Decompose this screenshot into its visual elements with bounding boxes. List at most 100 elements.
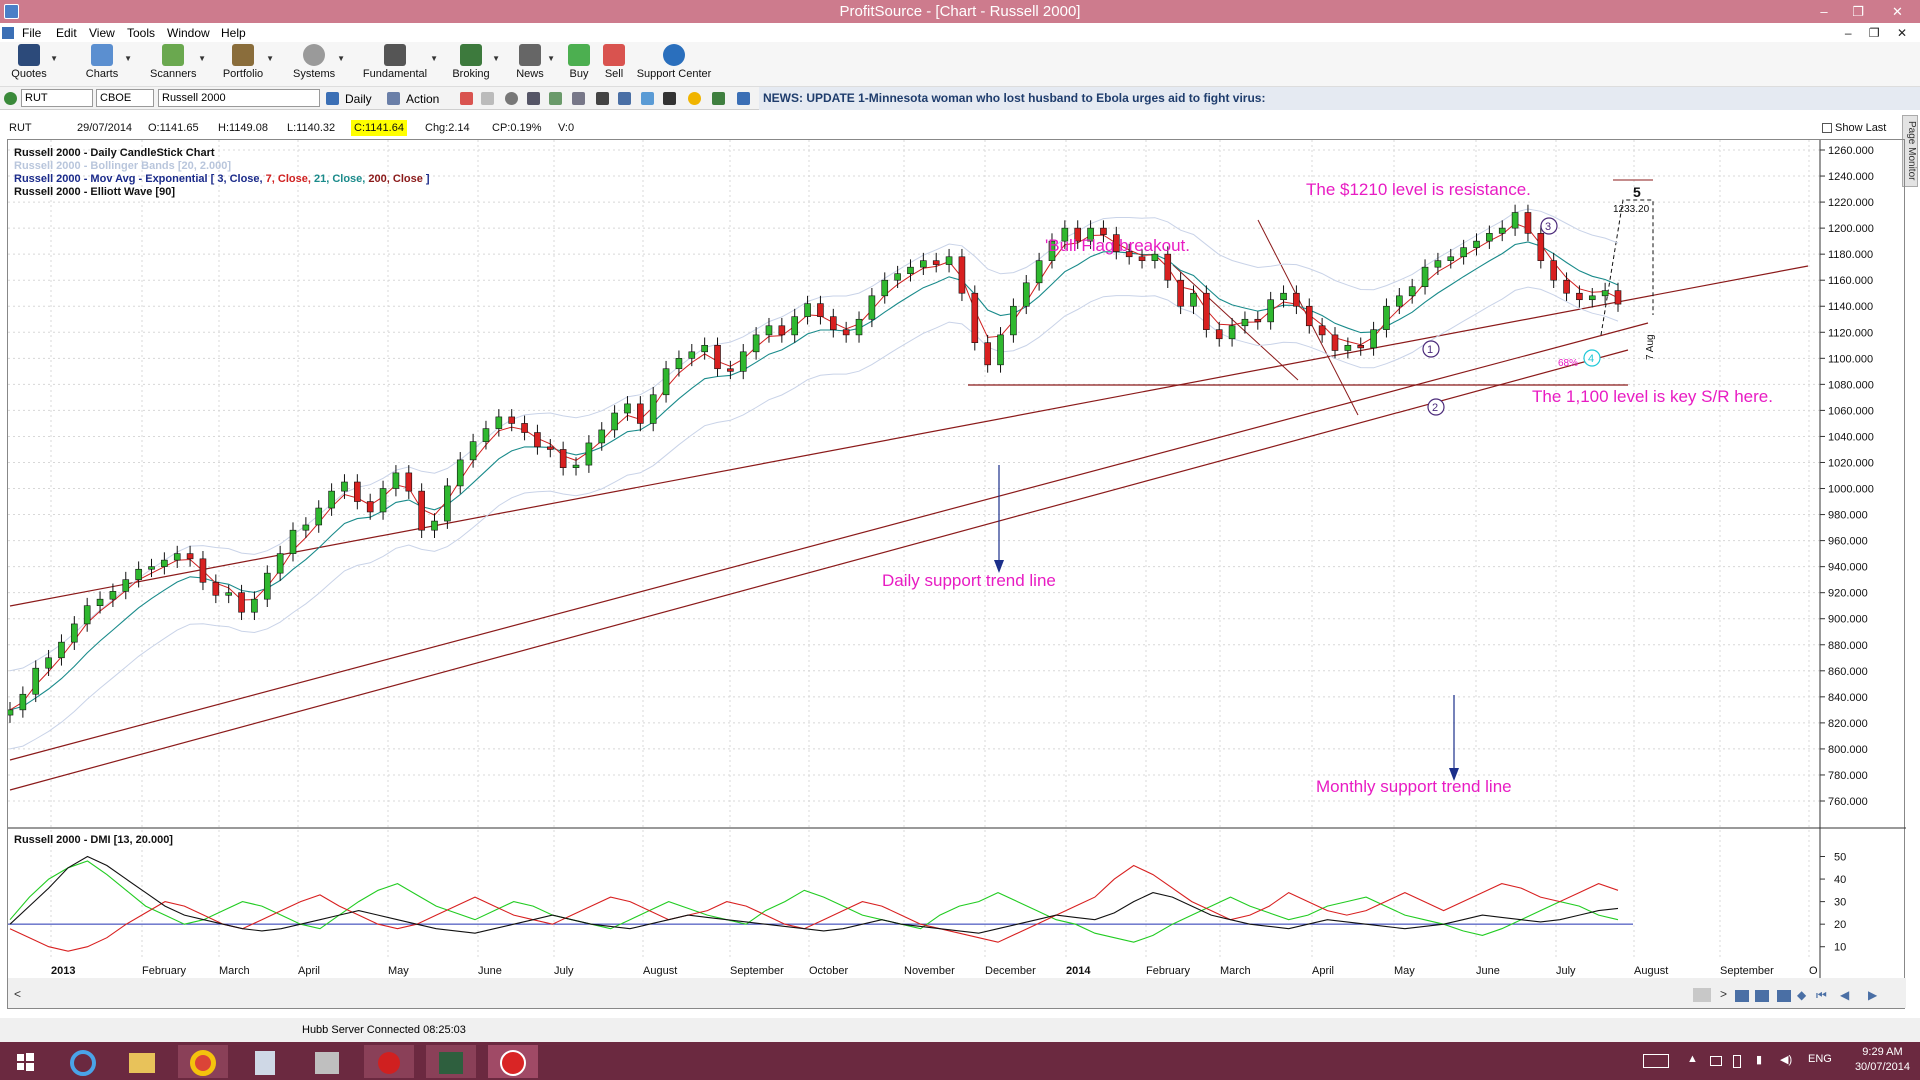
symbol-input[interactable]: RUT bbox=[21, 89, 93, 107]
candle-body bbox=[1074, 227, 1082, 242]
taskbar-app-grid[interactable] bbox=[302, 1045, 352, 1078]
action-menu[interactable]: Action bbox=[406, 92, 440, 106]
car-icon[interactable] bbox=[663, 92, 676, 105]
info-open: O:1141.65 bbox=[148, 122, 199, 134]
volume-icon[interactable]: ◀) bbox=[1780, 1054, 1793, 1066]
mdi-window-controls[interactable]: – ❐ ✕ bbox=[1844, 26, 1914, 40]
restore-button[interactable]: ❐ bbox=[1852, 4, 1864, 19]
taskbar-media-app[interactable] bbox=[364, 1045, 414, 1078]
first-page-icon[interactable]: ⏮ bbox=[1816, 988, 1827, 1002]
prev-page-icon[interactable]: ◀ bbox=[1840, 988, 1850, 1002]
charts-button[interactable]: Charts ▼ bbox=[82, 44, 132, 80]
folder-icon bbox=[129, 1053, 155, 1073]
taskbar-calculator[interactable] bbox=[240, 1045, 290, 1078]
fit-icon[interactable] bbox=[1777, 990, 1791, 1002]
tray-expand-icon[interactable]: ▲ bbox=[1687, 1053, 1698, 1065]
dropdown-arrow-icon[interactable]: ▼ bbox=[50, 54, 58, 63]
target-value-label: 1233.20 bbox=[1613, 204, 1650, 215]
taskbar-chrome[interactable] bbox=[178, 1045, 228, 1078]
scan-icon[interactable] bbox=[549, 92, 562, 105]
display-icon[interactable] bbox=[1710, 1056, 1722, 1066]
candle-body bbox=[1396, 295, 1403, 307]
arrow-down-icon[interactable] bbox=[460, 92, 473, 105]
candle-body bbox=[714, 345, 721, 370]
period-select[interactable]: Daily bbox=[345, 92, 372, 106]
sell-button[interactable]: Sell bbox=[602, 44, 626, 80]
menu-file[interactable]: File bbox=[22, 26, 42, 40]
settings-icon[interactable] bbox=[505, 92, 518, 105]
table-icon[interactable] bbox=[572, 92, 585, 105]
news-ticker[interactable]: NEWS: UPDATE 1-Minnesota woman who lost … bbox=[759, 87, 1920, 110]
show-last-checkbox[interactable] bbox=[1822, 123, 1832, 133]
network-icon[interactable]: ▮ bbox=[1756, 1054, 1763, 1066]
dropdown-arrow-icon[interactable]: ▼ bbox=[124, 54, 132, 63]
candle-body bbox=[354, 481, 361, 502]
taskbar-go-app[interactable] bbox=[426, 1045, 476, 1078]
resistance-annotation: The $1210 level is resistance. bbox=[1306, 180, 1531, 199]
pin-icon[interactable] bbox=[712, 92, 725, 105]
language-indicator[interactable]: ENG bbox=[1808, 1053, 1832, 1065]
dropdown-arrow-icon[interactable]: ▼ bbox=[198, 54, 206, 63]
document-icon[interactable] bbox=[2, 27, 14, 39]
fundamental-button[interactable]: Fundamental ▼ bbox=[362, 44, 438, 80]
menu-view[interactable]: View bbox=[89, 26, 115, 40]
keyboard-icon[interactable] bbox=[1643, 1054, 1669, 1068]
go-icon[interactable] bbox=[4, 92, 17, 105]
portfolio-button[interactable]: Portfolio ▼ bbox=[222, 44, 274, 80]
news-button[interactable]: News ▼ bbox=[515, 44, 555, 80]
candlesticks bbox=[6, 204, 1622, 723]
info-symbol: RUT bbox=[9, 122, 32, 134]
systems-button[interactable]: Systems ▼ bbox=[293, 44, 345, 80]
navigate-icon[interactable]: ◆ bbox=[1797, 988, 1807, 1002]
close-button[interactable]: ✕ bbox=[1892, 4, 1903, 19]
window-title: ProfitSource - [Chart - Russell 2000] bbox=[839, 3, 1081, 20]
next-page-icon[interactable]: ▶ bbox=[1868, 988, 1878, 1002]
support-center-button[interactable]: Support Center bbox=[636, 44, 712, 80]
dropdown-arrow-icon[interactable]: ▼ bbox=[547, 54, 555, 63]
daily-support-annotation: Daily support trend line bbox=[882, 571, 1056, 590]
dropdown-arrow-icon[interactable]: ▼ bbox=[266, 54, 274, 63]
dropdown-arrow-icon[interactable]: ▼ bbox=[430, 54, 438, 63]
candle-body bbox=[1460, 247, 1467, 258]
clock[interactable]: 9:29 AM 30/07/2014 bbox=[1855, 1045, 1910, 1075]
scroll-thumb[interactable] bbox=[1693, 988, 1711, 1002]
scroll-right-icon[interactable]: > bbox=[1720, 987, 1727, 1001]
scanners-icon bbox=[162, 44, 184, 66]
bulb-icon[interactable] bbox=[641, 92, 654, 105]
page-icon[interactable] bbox=[481, 92, 494, 105]
buy-button[interactable]: Buy bbox=[567, 44, 591, 80]
x-tick-label: June bbox=[1476, 965, 1500, 977]
scanners-button[interactable]: Scanners ▼ bbox=[150, 44, 206, 80]
dropdown-arrow-icon[interactable]: ▼ bbox=[492, 54, 500, 63]
app-menu-icon[interactable] bbox=[4, 4, 19, 19]
dmi-tick-label: 20 bbox=[1834, 919, 1846, 931]
dropdown-arrow-icon[interactable]: ▼ bbox=[337, 54, 345, 63]
zoom-in-icon[interactable] bbox=[1735, 990, 1749, 1002]
horizontal-scrollbar[interactable] bbox=[8, 978, 1906, 1008]
candle-body bbox=[1267, 299, 1274, 323]
trend-icon[interactable] bbox=[618, 92, 631, 105]
menu-tools[interactable]: Tools bbox=[127, 26, 156, 40]
filter-icon[interactable] bbox=[737, 92, 750, 105]
zoom-out-icon[interactable] bbox=[1755, 990, 1769, 1002]
candle-body bbox=[1138, 256, 1146, 261]
exchange-select[interactable]: CBOE bbox=[96, 89, 154, 107]
battery-icon[interactable] bbox=[1733, 1055, 1741, 1068]
page-monitor-tab[interactable]: Page Monitor bbox=[1902, 115, 1918, 187]
taskbar-internet-explorer[interactable] bbox=[58, 1045, 108, 1078]
taskbar-file-explorer[interactable] bbox=[117, 1045, 167, 1078]
menu-window[interactable]: Window bbox=[167, 26, 210, 40]
taskbar-profitsource[interactable] bbox=[488, 1045, 538, 1078]
star-icon[interactable] bbox=[688, 92, 701, 105]
start-button[interactable] bbox=[5, 1045, 55, 1078]
zoom-icon[interactable] bbox=[527, 92, 540, 105]
scroll-left-icon[interactable]: < bbox=[14, 987, 21, 1001]
broking-button[interactable]: Broking ▼ bbox=[452, 44, 500, 80]
quotes-button[interactable]: Quotes ▼ bbox=[10, 44, 58, 80]
menu-help[interactable]: Help bbox=[221, 26, 246, 40]
ie-icon bbox=[70, 1050, 96, 1076]
security-name-input[interactable]: Russell 2000 bbox=[158, 89, 320, 107]
minimize-button[interactable]: – bbox=[1820, 4, 1828, 19]
menu-edit[interactable]: Edit bbox=[56, 26, 77, 40]
tools-icon[interactable] bbox=[596, 92, 609, 105]
